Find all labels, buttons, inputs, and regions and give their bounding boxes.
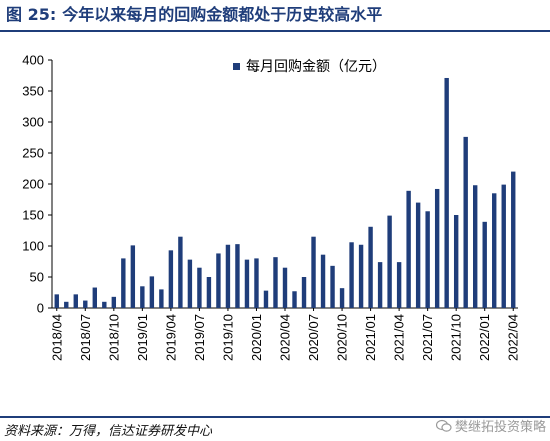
x-tick-label: 2020/01 bbox=[249, 314, 264, 361]
bar bbox=[349, 242, 354, 308]
bar bbox=[159, 289, 164, 308]
bar bbox=[149, 276, 155, 308]
bar bbox=[482, 221, 487, 308]
legend-label: 每月回购金额（亿元） bbox=[246, 59, 386, 75]
y-tick-label: 250 bbox=[22, 146, 44, 161]
y-tick-label: 400 bbox=[22, 53, 44, 68]
bar bbox=[463, 136, 468, 308]
x-tick-label: 2021/10 bbox=[449, 314, 464, 361]
bar bbox=[121, 258, 126, 308]
footer-divider bbox=[0, 416, 550, 418]
x-tick-label: 2018/07 bbox=[78, 314, 93, 361]
x-tick-label: 2021/07 bbox=[420, 314, 435, 361]
bar bbox=[225, 244, 231, 308]
bar bbox=[206, 277, 212, 308]
chart-ticks: 0 50 100 150 200 250 300 350 400 2018/04 2018/07 20… bbox=[22, 53, 520, 362]
bar bbox=[387, 215, 392, 308]
bar bbox=[111, 296, 117, 308]
x-tick-label: 2021/04 bbox=[392, 314, 407, 361]
bar bbox=[320, 254, 326, 308]
x-tick-label: 2020/07 bbox=[306, 314, 321, 361]
figure-label: 图 25: bbox=[6, 5, 57, 24]
bar-chart: 0 50 100 150 200 250 300 350 400 2018/04 2018/07 20… bbox=[22, 53, 520, 362]
bar bbox=[434, 188, 440, 308]
x-tick-label: 2019/04 bbox=[163, 314, 178, 361]
bar bbox=[415, 202, 421, 308]
source-note: 资料来源：万得，信达证券研发中心 bbox=[4, 424, 213, 439]
bar bbox=[254, 258, 259, 308]
bar bbox=[216, 253, 221, 308]
bar bbox=[263, 290, 269, 308]
bar bbox=[130, 245, 136, 308]
x-tick-label: 2021/01 bbox=[363, 314, 378, 361]
y-tick-label: 100 bbox=[22, 239, 44, 254]
bar bbox=[197, 267, 202, 308]
wechat-icon bbox=[435, 419, 452, 432]
y-tick-label: 350 bbox=[22, 84, 44, 99]
bar bbox=[511, 171, 516, 308]
bar bbox=[83, 300, 88, 308]
y-tick-label: 150 bbox=[22, 208, 44, 223]
bar bbox=[140, 286, 145, 308]
bar bbox=[102, 301, 107, 308]
bar bbox=[453, 215, 459, 308]
bar bbox=[501, 184, 506, 308]
bar bbox=[244, 259, 250, 308]
x-tick-label: 2020/10 bbox=[335, 314, 350, 361]
bar bbox=[368, 226, 373, 308]
chart-legend: 每月回购金额（亿元） bbox=[233, 59, 386, 75]
bar bbox=[330, 265, 335, 308]
bar bbox=[358, 244, 364, 308]
bar bbox=[64, 301, 69, 308]
bar bbox=[273, 257, 278, 308]
bar bbox=[444, 77, 449, 308]
x-tick-label: 2018/04 bbox=[49, 314, 64, 361]
bar bbox=[92, 287, 97, 308]
bar bbox=[178, 236, 183, 308]
figure-title: 图 25: 今年以来每月的回购金额都处于历史较高水平 bbox=[6, 3, 382, 27]
bar bbox=[292, 291, 297, 308]
bar bbox=[406, 190, 411, 308]
bar bbox=[282, 267, 288, 308]
x-tick-label: 2020/04 bbox=[278, 314, 293, 361]
y-tick-label: 300 bbox=[22, 115, 44, 130]
y-tick-label: 50 bbox=[30, 270, 44, 285]
watermark-text: 樊继拓投资策略 bbox=[454, 420, 546, 435]
bar bbox=[311, 236, 316, 308]
bar bbox=[235, 244, 240, 308]
bar bbox=[492, 193, 497, 308]
x-tick-label: 2019/07 bbox=[192, 314, 207, 361]
chart-bars bbox=[54, 77, 516, 308]
bar bbox=[473, 185, 478, 308]
bar bbox=[187, 259, 193, 308]
legend-swatch bbox=[233, 63, 240, 70]
bar bbox=[339, 288, 345, 308]
bar bbox=[425, 211, 430, 308]
bar bbox=[73, 294, 78, 308]
bar bbox=[396, 262, 402, 308]
x-tick-label: 2019/01 bbox=[135, 314, 150, 361]
title-divider bbox=[0, 30, 550, 32]
bar bbox=[168, 250, 174, 308]
figure-title-text: 今年以来每月的回购金额都处于历史较高水平 bbox=[62, 5, 383, 24]
watermark: 樊继拓投资策略 bbox=[435, 416, 546, 435]
x-tick-label: 2018/10 bbox=[106, 314, 121, 361]
bar bbox=[301, 277, 307, 308]
x-tick-label: 2019/10 bbox=[220, 314, 235, 361]
bar bbox=[54, 294, 59, 308]
y-tick-label: 0 bbox=[37, 301, 44, 316]
x-tick-label: 2022/01 bbox=[477, 314, 492, 361]
y-tick-label: 200 bbox=[22, 177, 44, 192]
x-tick-label: 2022/04 bbox=[506, 314, 521, 361]
bar bbox=[377, 262, 383, 308]
